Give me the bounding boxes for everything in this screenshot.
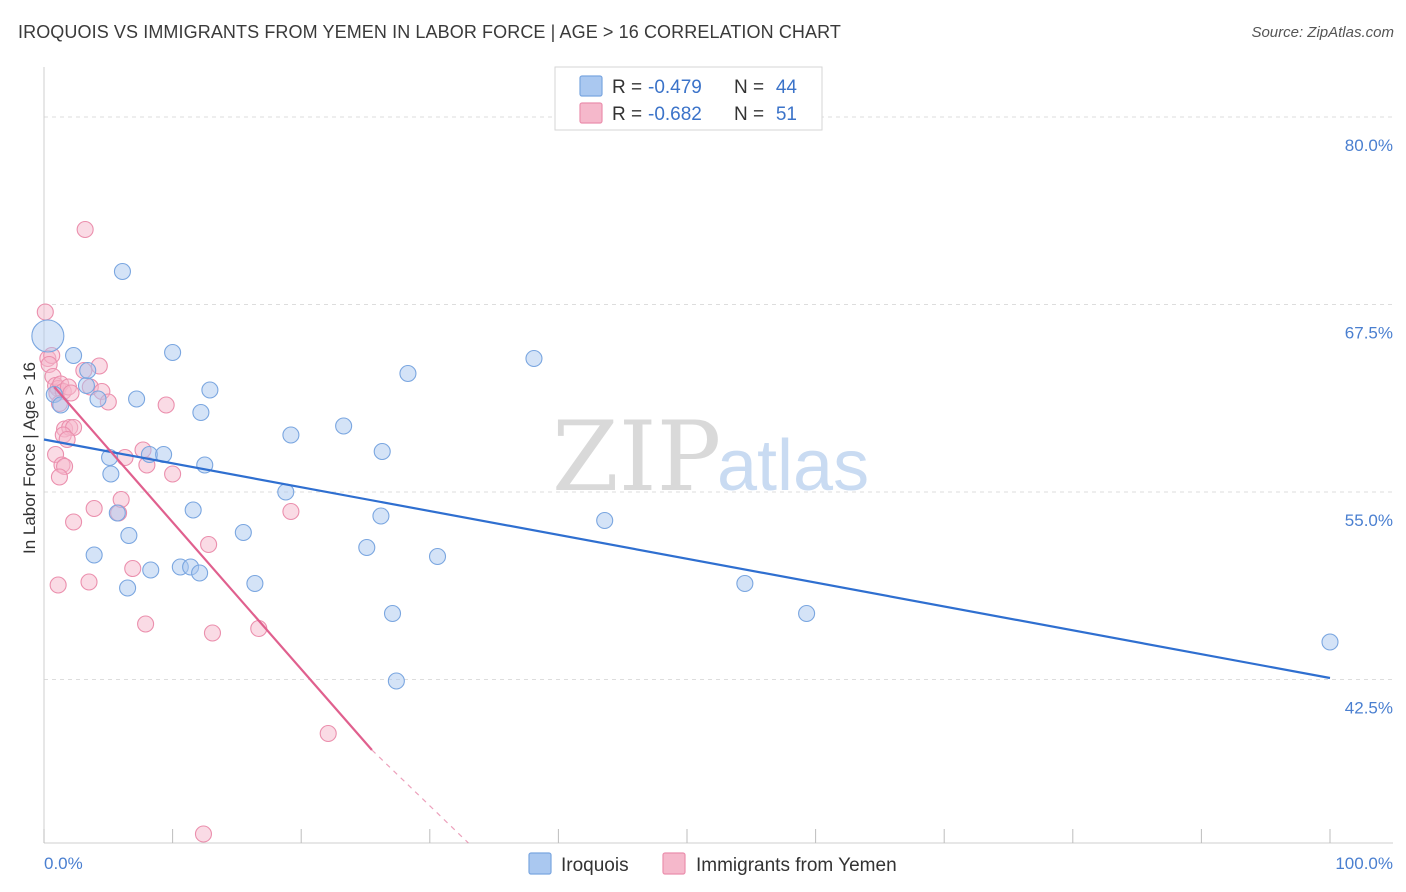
series-yemen-points (36, 220, 337, 843)
yemen-point (85, 499, 103, 518)
iroquois-point (85, 546, 103, 564)
iroquois-point (102, 465, 120, 483)
legend-r-value-yemen: -0.682 (648, 104, 702, 125)
iroquois-point (373, 442, 391, 461)
yemen-point (137, 615, 155, 633)
iroquois-point (798, 604, 816, 623)
legend-n-label-iroquois: N = (734, 77, 764, 98)
iroquois-point (282, 426, 300, 444)
yemen-point (80, 573, 98, 591)
legend-swatch-yemen (579, 102, 603, 124)
watermark-atlas: atlas (717, 426, 869, 506)
iroquois-point (387, 672, 405, 690)
iroquois-point (65, 346, 83, 365)
legend-n-label-yemen: N = (734, 104, 764, 125)
iroquois-point (383, 604, 402, 623)
legend-n-value-iroquois: 44 (776, 77, 798, 98)
iroquois-point (184, 501, 202, 519)
y-tick-label-3: 80.0% (1345, 136, 1393, 155)
iroquois-point (79, 361, 97, 380)
yemen-point (36, 303, 54, 321)
legend-n-value-yemen: 51 (776, 104, 797, 125)
watermark-zip: ZIP (552, 401, 721, 513)
x-tick-label-min: 0.0% (44, 854, 83, 873)
yemen-point (203, 624, 222, 642)
yemen-trend-extension (371, 749, 469, 844)
yemen-point (49, 576, 67, 594)
yemen-point (200, 535, 218, 554)
legend-r-value-iroquois: -0.479 (648, 77, 702, 98)
iroquois-point (77, 376, 95, 395)
iroquois-point (191, 564, 209, 582)
yemen-point (50, 468, 68, 486)
y-tick-label-1: 55.0% (1345, 511, 1393, 530)
series-iroquois-points (31, 262, 1339, 690)
iroquois-point (31, 319, 65, 353)
yemen-point (76, 220, 94, 239)
iroquois-point (246, 574, 264, 593)
legend-r-label-iroquois: R = (612, 77, 642, 98)
iroquois-point (128, 390, 146, 408)
iroquois-point (428, 547, 447, 566)
legend-swatch-iroquois (579, 75, 603, 97)
iroquois-point (192, 403, 210, 422)
yemen-point (319, 724, 337, 743)
stats-legend: R = -0.479 N = 44 R = -0.682 N = 51 (554, 66, 823, 131)
yemen-trend-line (53, 386, 373, 751)
bottom-legend-swatch-iroquois (528, 852, 552, 875)
iroquois-point (113, 262, 131, 281)
yemen-point (164, 465, 182, 483)
iroquois-trend-line (43, 438, 1331, 680)
iroquois-point (89, 390, 107, 408)
watermark: ZIP atlas (552, 401, 869, 513)
iroquois-point (201, 381, 219, 399)
chart-title: IROQUOIS VS IMMIGRANTS FROM YEMEN IN LAB… (18, 22, 842, 42)
iroquois-point (1321, 633, 1339, 651)
iroquois-point (399, 364, 417, 383)
x-tick-label-max: 100.0% (1335, 854, 1393, 873)
yemen-point (124, 559, 142, 578)
bottom-legend-swatch-yemen (662, 852, 686, 875)
iroquois-point (335, 417, 353, 435)
yemen-point (282, 502, 300, 521)
series-legend: Iroquois Immigrants from Yemen (528, 852, 897, 876)
grid (44, 116, 1393, 680)
yemen-point (65, 513, 83, 531)
iroquois-point (119, 579, 137, 597)
y-tick-labels: 42.5% 55.0% 67.5% 80.0% (1345, 136, 1393, 718)
yemen-point (62, 384, 80, 402)
iroquois-point (142, 561, 160, 579)
source-label: Source: ZipAtlas.com (1251, 24, 1394, 41)
iroquois-point (358, 538, 376, 557)
iroquois-point (596, 511, 614, 530)
iroquois-point (372, 507, 390, 525)
y-tick-label-0: 42.5% (1345, 699, 1393, 718)
iroquois-point (164, 343, 182, 362)
y-tick-label-2: 67.5% (1345, 324, 1393, 343)
yemen-point (194, 825, 213, 843)
bottom-legend-label-iroquois: Iroquois (561, 855, 629, 876)
bottom-legend-label-yemen: Immigrants from Yemen (696, 855, 897, 876)
iroquois-point (120, 526, 138, 545)
yemen-point (157, 396, 175, 414)
iroquois-point (108, 504, 126, 522)
iroquois-point (234, 523, 252, 542)
y-axis-title: In Labor Force | Age > 16 (20, 362, 39, 554)
trend-lines (43, 386, 1331, 844)
iroquois-point (525, 349, 543, 368)
axes (43, 67, 1393, 844)
legend-r-label-yemen: R = (612, 104, 642, 125)
iroquois-point (736, 574, 754, 593)
